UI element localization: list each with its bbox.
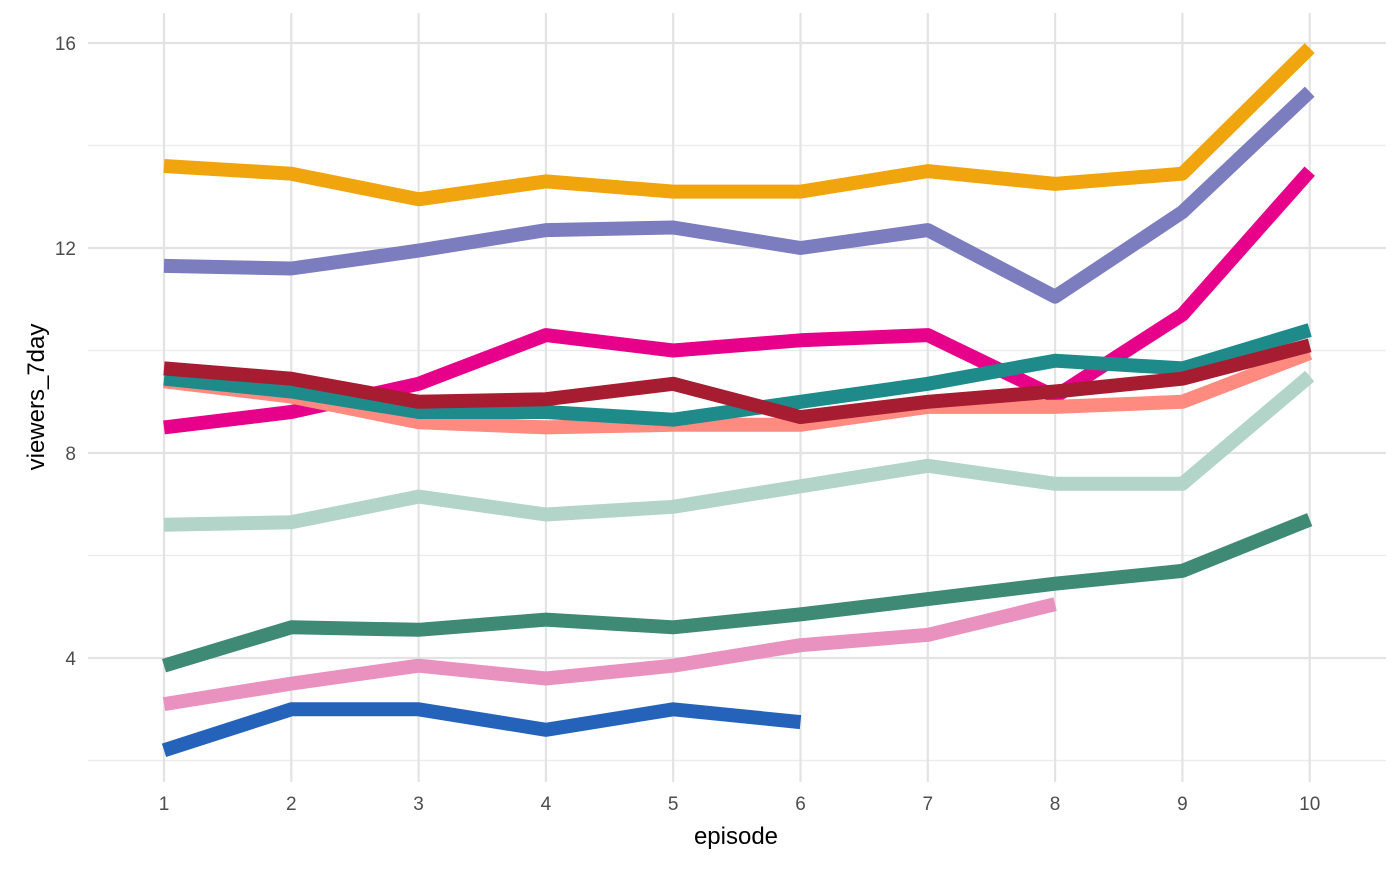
y-tick-label: 12 [55, 239, 76, 260]
series-line-10 [161, 702, 802, 757]
series-lines [161, 43, 1315, 757]
series-line-9 [162, 597, 1057, 712]
x-axis-title: episode [694, 823, 778, 850]
series-line-6 [163, 338, 1312, 425]
y-tick-label: 8 [65, 444, 76, 465]
x-tick-label: 4 [541, 794, 552, 815]
y-axis-tick-labels: 4 8 12 16 [55, 34, 77, 670]
y-axis-title: viewers_7day [23, 324, 50, 471]
x-tick-label: 5 [668, 794, 679, 815]
x-tick-label: 9 [1177, 794, 1188, 815]
x-tick-label: 8 [1050, 794, 1061, 815]
series-line-8 [161, 513, 1313, 673]
x-tick-label: 7 [923, 794, 934, 815]
series-line-2 [163, 86, 1315, 304]
y-tick-label: 4 [65, 649, 76, 670]
x-tick-label: 2 [286, 794, 297, 815]
series-line-5 [163, 323, 1312, 427]
x-tick-label: 3 [413, 794, 424, 815]
x-tick-label: 1 [159, 794, 170, 815]
x-axis-tick-labels: 1 2 3 4 5 6 7 8 9 10 [159, 794, 1321, 815]
x-tick-label: 6 [795, 794, 806, 815]
series-line-1 [163, 43, 1315, 207]
y-tick-label: 16 [55, 34, 76, 55]
x-tick-label: 10 [1299, 794, 1320, 815]
series-line-4 [163, 346, 1313, 435]
series-line-7 [163, 370, 1315, 532]
